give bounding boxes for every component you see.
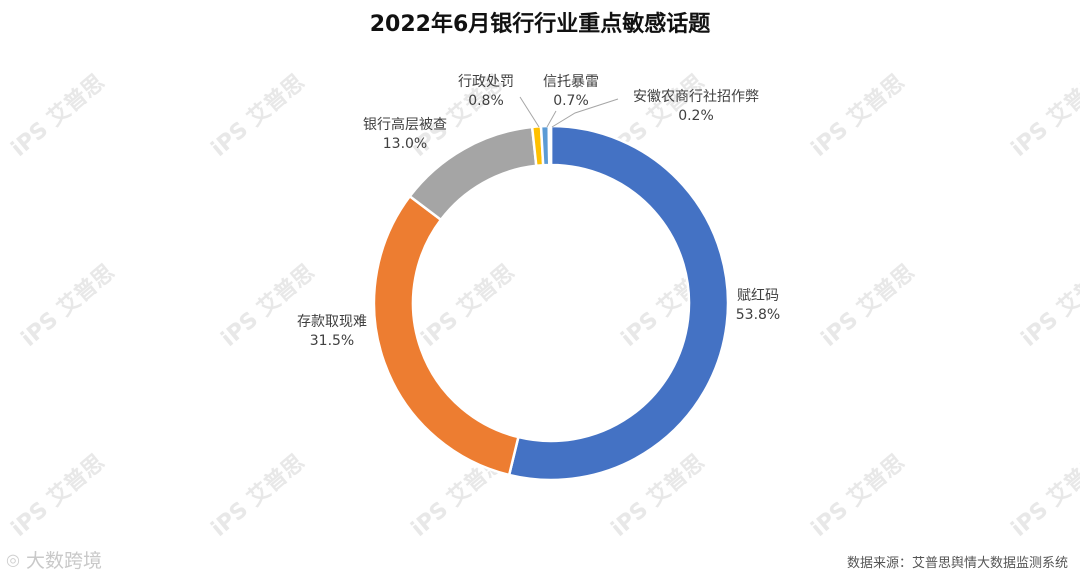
slice-value-label: 0.8%	[468, 93, 504, 109]
slice-category-label: 安徽农商行社招作弊	[633, 89, 759, 105]
slice-value-label: 31.5%	[310, 333, 354, 349]
brand-logo: ◎ 大数跨境	[6, 546, 102, 573]
slice-category-label: 行政处罚	[458, 74, 514, 90]
source-note: 数据来源：艾普思舆情大数据监测系统	[846, 556, 1068, 571]
slice-value-label: 13.0%	[383, 136, 427, 152]
slice-category-label: 赋红码	[737, 288, 779, 304]
donut-slice	[408, 125, 538, 222]
leader-line	[551, 98, 619, 128]
slice-value-label: 0.2%	[678, 108, 714, 124]
donut-slice	[507, 124, 730, 482]
slice-category-label: 信托暴雷	[543, 74, 599, 90]
slice-value-label: 53.8%	[736, 307, 780, 323]
slice-value-label: 0.7%	[553, 93, 589, 109]
donut-slice	[547, 124, 553, 167]
donut-slice	[372, 194, 520, 477]
brand-text: 大数跨境	[25, 550, 102, 572]
slice-category-label: 存款取现难	[297, 314, 367, 330]
leader-line	[546, 110, 557, 128]
chart-title: 2022年6月银行行业重点敏感话题	[369, 12, 711, 37]
brand-icon: ◎	[6, 550, 20, 569]
leader-line	[519, 96, 540, 128]
slice-category-label: 银行高层被查	[363, 116, 447, 133]
